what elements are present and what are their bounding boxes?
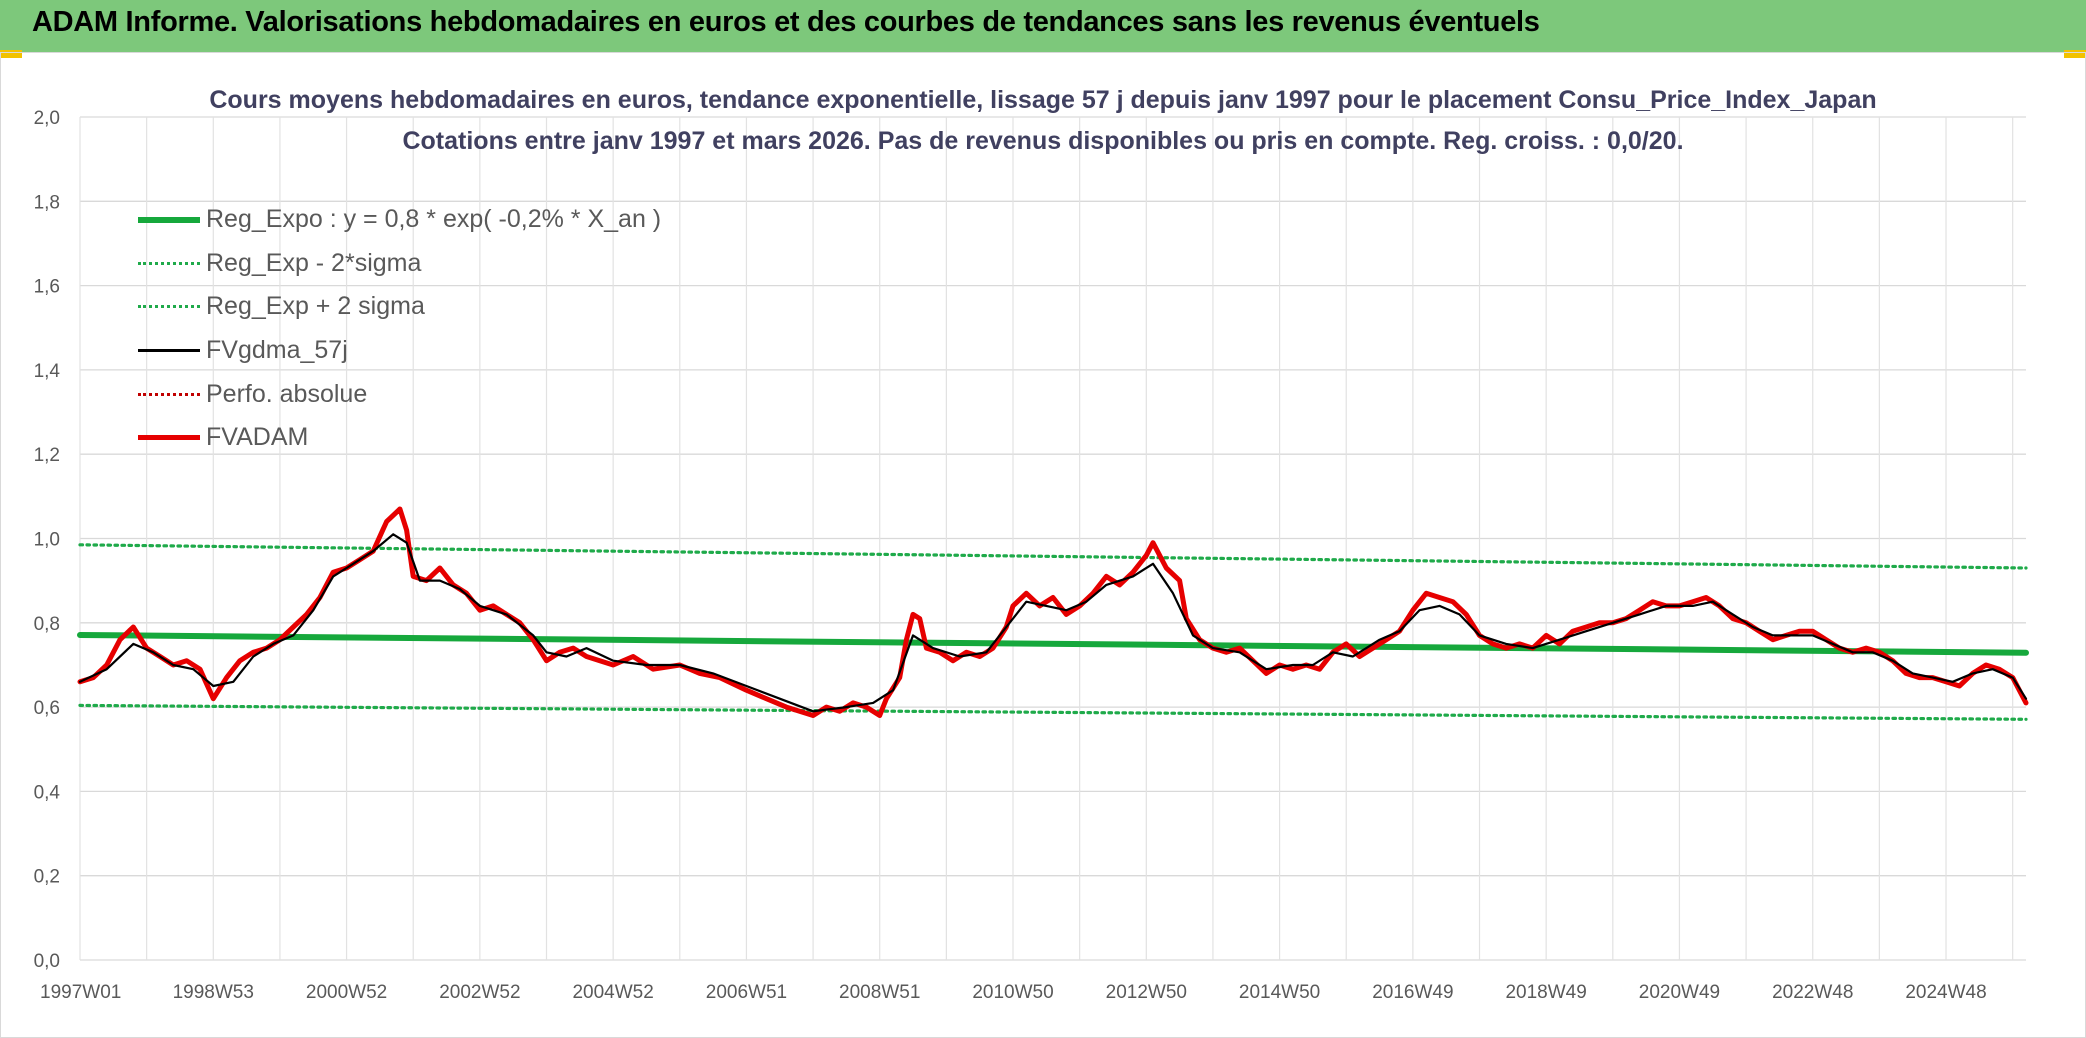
x-tick-label: 2014W50 <box>1239 982 1320 1003</box>
x-tick-label: 2002W52 <box>439 982 520 1003</box>
legend-label: FVgdma_57j <box>206 336 348 365</box>
y-tick-label: 0,8 <box>34 614 60 635</box>
x-tick-label: 2024W48 <box>1905 982 1986 1003</box>
legend-item: Reg_Exp - 2*sigma <box>138 242 661 286</box>
y-tick-label: 1,4 <box>34 361 61 382</box>
legend-label: Reg_Exp + 2 sigma <box>206 292 425 321</box>
y-tick-label: 1,8 <box>34 192 60 213</box>
legend-swatch <box>138 302 200 312</box>
legend-item: FVADAM <box>138 416 661 460</box>
x-tick-label: 2006W51 <box>706 982 787 1003</box>
y-tick-label: 0,4 <box>34 782 61 803</box>
legend-swatch <box>138 389 200 399</box>
y-tick-label: 1,2 <box>34 445 60 466</box>
legend-swatch <box>138 346 200 356</box>
x-tick-label: 2000W52 <box>306 982 387 1003</box>
y-tick-label: 1,0 <box>34 530 60 551</box>
x-tick-label: 1997W01 <box>40 982 121 1003</box>
legend-label: FVADAM <box>206 423 309 452</box>
legend-item: Reg_Exp + 2 sigma <box>138 285 661 329</box>
report-header: ADAM Informe. Valorisations hebdomadaire… <box>0 0 2086 52</box>
x-tick-label: 2020W49 <box>1639 982 1720 1003</box>
x-tick-label: 2022W48 <box>1772 982 1853 1003</box>
series-line-5 <box>77 506 2029 718</box>
x-tick-label: 2016W49 <box>1372 982 1453 1003</box>
chart-subtitle: Cotations entre janv 1997 et mars 2026. … <box>402 127 1684 155</box>
legend-item: FVgdma_57j <box>138 329 661 373</box>
chart-title: Cours moyens hebdomadaires en euros, ten… <box>209 86 1877 114</box>
legend-item: Reg_Expo : y = 0,8 * exp( -0,2% * X_an ) <box>138 198 661 242</box>
corner-marker-right <box>2064 50 2086 58</box>
legend-label: Perfo. absolue <box>206 379 368 408</box>
x-tick-label: 2004W52 <box>572 982 653 1003</box>
series-line-2 <box>78 543 2028 570</box>
y-tick-label: 0,0 <box>34 951 60 972</box>
x-tick-label: 2008W51 <box>839 982 920 1003</box>
legend-label: Reg_Expo : y = 0,8 * exp( -0,2% * X_an ) <box>206 205 662 234</box>
x-tick-label: 1998W53 <box>173 982 254 1003</box>
legend-swatch <box>138 215 200 225</box>
x-tick-label: 2012W50 <box>1106 982 1187 1003</box>
chart-legend: Reg_Expo : y = 0,8 * exp( -0,2% * X_an )… <box>138 198 661 460</box>
legend-swatch <box>138 258 200 268</box>
corner-marker-left <box>0 50 22 58</box>
report-title: ADAM Informe. Valorisations hebdomadaire… <box>32 6 1540 38</box>
y-tick-label: 1,6 <box>34 277 60 298</box>
y-tick-label: 0,2 <box>34 867 60 888</box>
series-line-0 <box>77 632 2029 656</box>
y-tick-label: 2,0 <box>34 108 60 129</box>
legend-label: Reg_Exp - 2*sigma <box>206 248 422 277</box>
legend-item: Perfo. absolue <box>138 372 661 416</box>
series-line-3 <box>78 533 2028 713</box>
series-line-1 <box>78 703 2028 721</box>
x-tick-label: 2010W50 <box>972 982 1053 1003</box>
y-tick-label: 0,6 <box>34 698 60 719</box>
x-tick-label: 2018W49 <box>1505 982 1586 1003</box>
legend-swatch <box>138 433 200 443</box>
